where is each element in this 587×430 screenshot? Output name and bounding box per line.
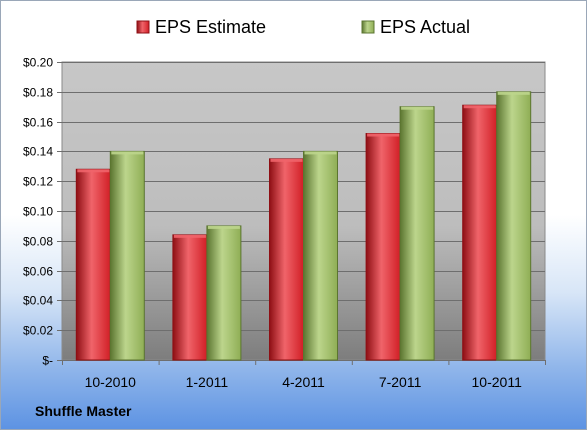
legend: EPS Estimate EPS Actual: [136, 17, 470, 37]
bar-eps-actual: [496, 91, 532, 361]
bar-eps-estimate: [462, 104, 498, 361]
y-tick-label: $0.20: [23, 56, 53, 70]
bar-eps-estimate: [365, 133, 401, 361]
legend-item-eps-actual: EPS Actual: [361, 17, 470, 37]
bar-eps-actual: [399, 106, 435, 361]
y-tick-label: $0.14: [23, 145, 53, 159]
legend-swatch: [136, 20, 150, 34]
x-category-label: 10-2010: [85, 374, 137, 390]
bar-eps-estimate: [269, 158, 304, 361]
y-tick-label: $0.04: [23, 294, 53, 308]
y-tick-label: $0.02: [23, 324, 53, 338]
bar-eps-actual: [206, 225, 242, 361]
bars: [75, 91, 532, 361]
x-category-label: 7-2011: [379, 374, 422, 390]
y-tick-label: $0.08: [23, 235, 53, 249]
x-category-label: 10-2011: [472, 374, 523, 390]
bar-eps-estimate: [172, 234, 208, 361]
y-tick-label: $0.10: [23, 205, 53, 219]
bar-eps-actual: [303, 150, 338, 361]
y-tick-label: $0.18: [23, 86, 53, 100]
bar-eps-estimate: [75, 168, 111, 361]
x-category-label: 1-2011: [186, 374, 229, 390]
y-tick-label: $-: [42, 354, 53, 368]
bar-eps-actual: [109, 150, 145, 361]
legend-item-eps-estimate: EPS Estimate: [136, 17, 266, 37]
y-tick-label: $0.12: [23, 175, 53, 189]
legend-label: EPS Actual: [380, 17, 470, 37]
company-name: Shuffle Master: [35, 403, 132, 419]
axes: $- $0.02 $0.04 $0.06 $0.08 $0.10 $0.12 $0.14 $0.…: [23, 56, 546, 390]
legend-swatch: [361, 20, 375, 34]
x-category-label: 4-2011: [282, 374, 325, 390]
legend-label: EPS Estimate: [155, 17, 266, 37]
y-tick-label: $0.06: [23, 265, 53, 279]
y-tick-label: $0.16: [23, 116, 53, 130]
